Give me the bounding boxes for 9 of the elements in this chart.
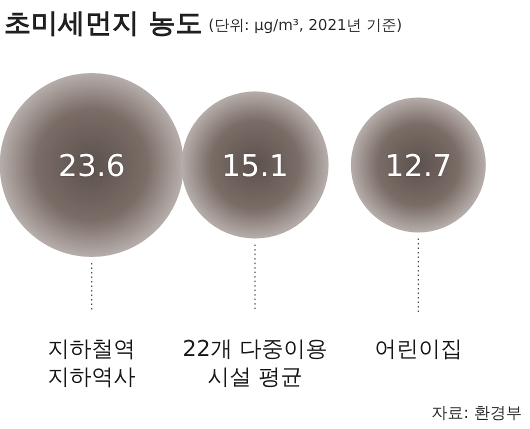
text: (단위: μg/m³, 2021년 기준) xyxy=(208,16,402,34)
category-label: 어린이집 xyxy=(374,337,462,362)
category-label: 22개 다중이용 시설 평균 xyxy=(182,337,328,390)
category-label: 지하철역 지하역사 xyxy=(48,337,136,390)
text: 초미세먼지 농도 xyxy=(4,8,202,39)
text: 자료: 환경부 xyxy=(432,403,522,422)
data-label: 15.1 xyxy=(222,149,288,184)
data-label: 12.7 xyxy=(384,149,452,184)
data-label: 23.6 xyxy=(58,149,126,184)
